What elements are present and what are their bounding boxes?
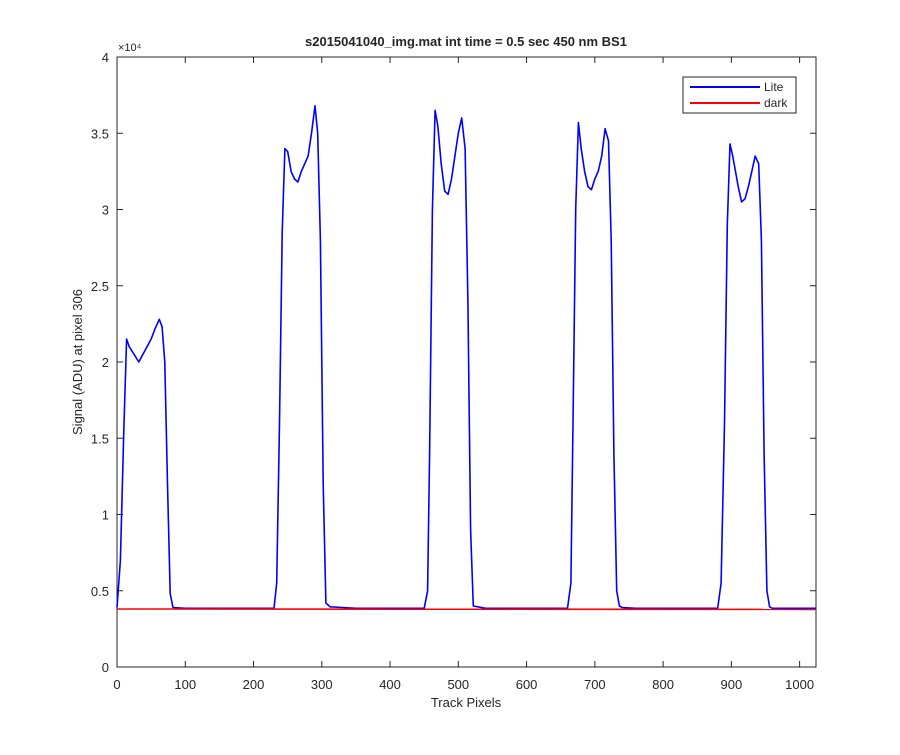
y-tick-label: 2 bbox=[102, 355, 109, 370]
x-tick-label: 600 bbox=[516, 677, 538, 692]
y-tick-label: 1 bbox=[102, 508, 109, 523]
y-tick-label: 3 bbox=[102, 203, 109, 218]
x-axis-label: Track Pixels bbox=[431, 695, 502, 710]
y-axis-multiplier: ×10⁴ bbox=[118, 42, 142, 54]
y-tick-label: 1.5 bbox=[91, 431, 109, 446]
plot-area bbox=[117, 57, 816, 667]
x-tick-label: 1000 bbox=[785, 677, 814, 692]
x-tick-label: 700 bbox=[584, 677, 606, 692]
y-tick-label: 4 bbox=[102, 50, 109, 65]
legend-label-dark: dark bbox=[764, 96, 788, 110]
x-tick-label: 500 bbox=[447, 677, 469, 692]
y-tick-label: 0 bbox=[102, 660, 109, 675]
x-tick-label: 0 bbox=[113, 677, 120, 692]
x-tick-label: 900 bbox=[721, 677, 743, 692]
x-tick-label: 300 bbox=[311, 677, 333, 692]
x-tick-label: 800 bbox=[652, 677, 674, 692]
legend-label-lite: Lite bbox=[764, 80, 784, 94]
y-axis-label: Signal (ADU) at pixel 306 bbox=[70, 289, 85, 435]
x-tick-label: 400 bbox=[379, 677, 401, 692]
x-tick-label: 200 bbox=[243, 677, 265, 692]
y-tick-label: 0.5 bbox=[91, 584, 109, 599]
legend: Lite dark bbox=[683, 77, 796, 113]
x-tick-label: 100 bbox=[174, 677, 196, 692]
y-tick-label: 2.5 bbox=[91, 279, 109, 294]
y-tick-label: 3.5 bbox=[91, 126, 109, 141]
chart-title: s2015041040_img.mat int time = 0.5 sec 4… bbox=[305, 34, 627, 49]
